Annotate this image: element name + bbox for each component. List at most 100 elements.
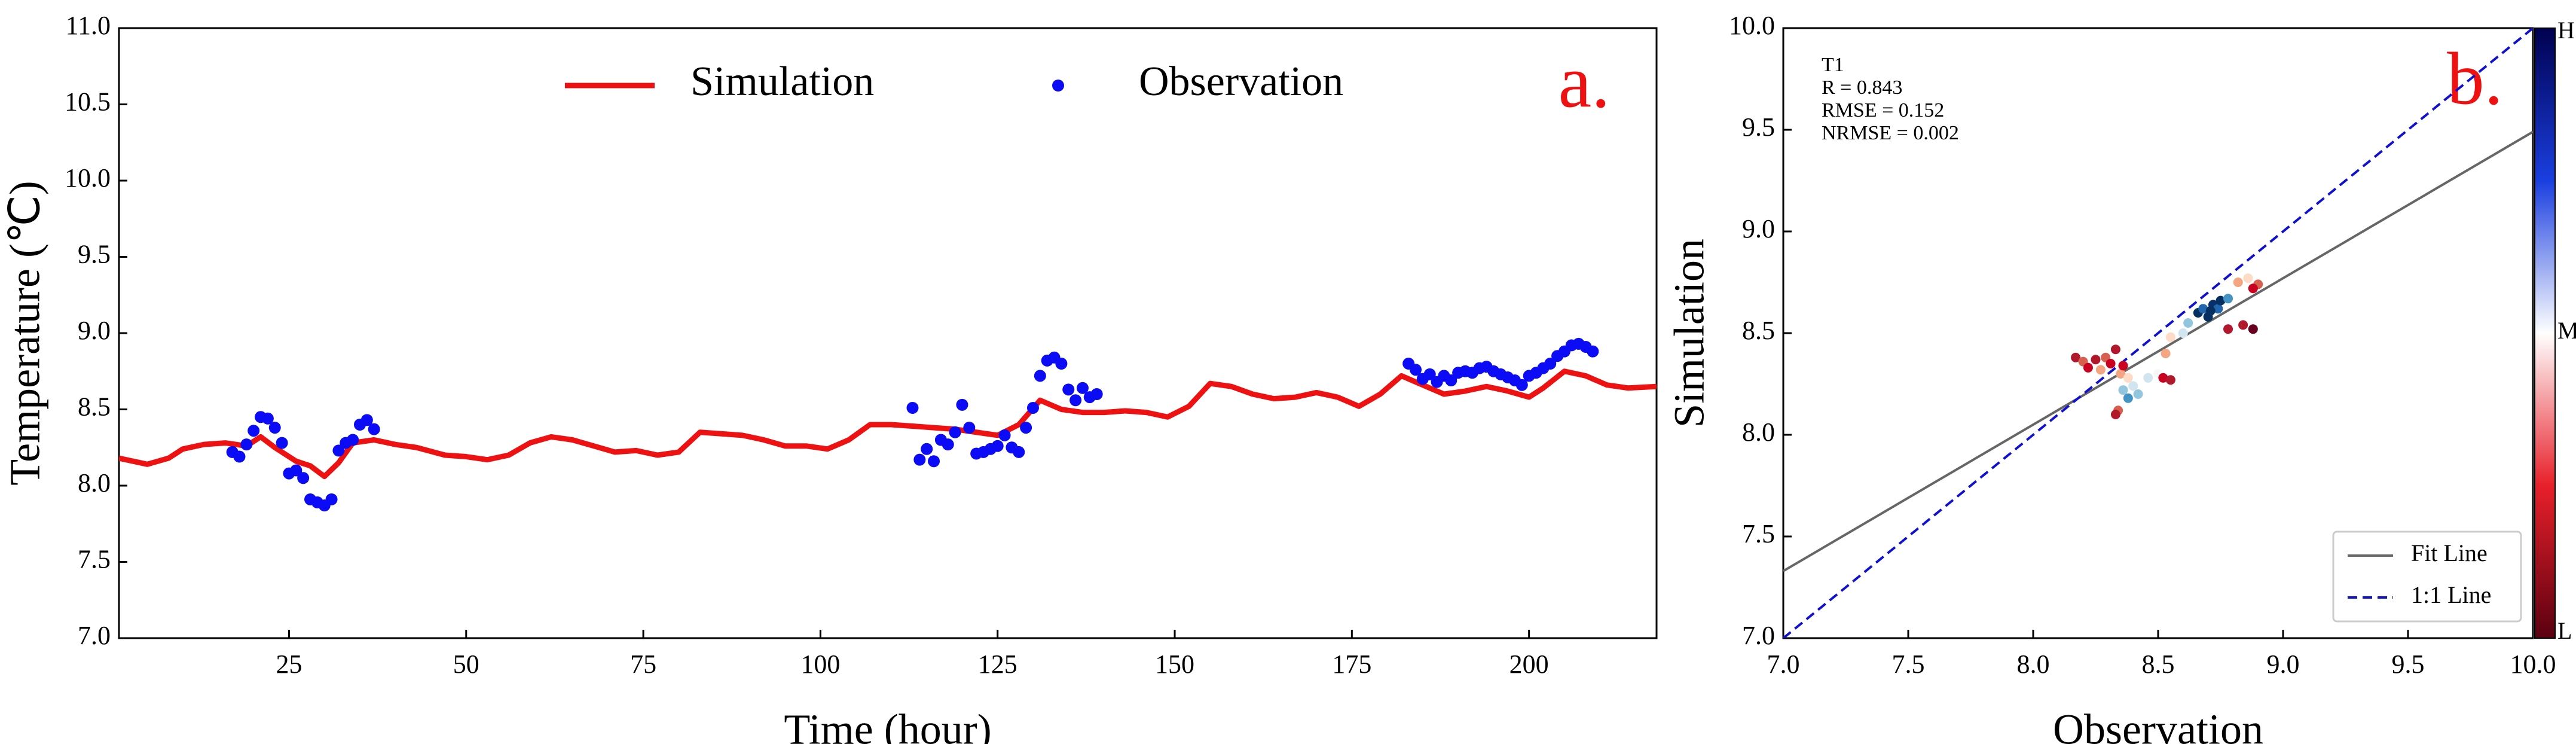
scatter-point <box>2116 369 2126 379</box>
y-tick-label: 8.5 <box>1742 316 1775 345</box>
x-tick-label: 175 <box>1332 650 1371 679</box>
plot-area <box>119 337 1657 512</box>
y-tick-label: 10.0 <box>1729 11 1775 40</box>
observation-point <box>928 455 940 468</box>
scatter-point <box>2178 328 2188 338</box>
scatter-point <box>2233 278 2243 287</box>
legend-label: Fit Line <box>2411 539 2488 566</box>
x-tick-label: 7.5 <box>1892 650 1925 679</box>
stat-annotation: RMSE = 0.152 <box>1822 99 1944 121</box>
scatter-point <box>2248 283 2258 294</box>
plot-area <box>1783 28 2533 638</box>
scatter-point <box>2158 373 2168 383</box>
observation-point <box>1013 446 1025 458</box>
y-tick-label: 8.0 <box>78 468 111 498</box>
scatter-point <box>2165 375 2175 385</box>
observation-point <box>368 423 380 435</box>
scatter-point <box>2198 304 2208 314</box>
plot-frame <box>118 27 1658 639</box>
colorbar-label: L <box>2557 617 2572 644</box>
scatter-point <box>2133 389 2143 399</box>
scatter-point <box>2243 273 2253 283</box>
x-tick-label: 9.0 <box>2267 650 2300 679</box>
x-tick-label: 125 <box>978 650 1017 679</box>
y-tick-label: 11.0 <box>66 11 111 40</box>
y-tick-label: 8.5 <box>78 392 111 422</box>
y-tick-label: 9.5 <box>1742 112 1775 142</box>
simulation-line <box>119 368 1657 480</box>
observation-point <box>963 422 976 434</box>
legend-label: 1:1 Line <box>2411 581 2491 608</box>
observation-point <box>998 429 1011 441</box>
observation-point <box>347 434 359 446</box>
observation-point <box>942 438 954 451</box>
scatter-point <box>2216 295 2226 306</box>
x-tick-label: 75 <box>630 650 656 679</box>
y-tick-label: 7.5 <box>78 545 111 574</box>
scatter-point <box>2110 344 2120 355</box>
scatter-point <box>2161 349 2171 358</box>
scatter-point <box>2183 318 2193 328</box>
observation-point <box>1090 388 1103 400</box>
x-axis-label: Time (hour) <box>784 706 991 744</box>
scatter-point <box>2083 362 2093 373</box>
observation-point <box>240 438 253 451</box>
observation-point <box>268 422 281 434</box>
legend-label: Observation <box>1139 59 1343 105</box>
observation-point <box>1062 383 1075 396</box>
observation-point <box>233 450 246 463</box>
y-tick-label: 7.0 <box>78 621 111 650</box>
panel-label: b. <box>2447 38 2503 121</box>
reference-line <box>1783 130 2533 572</box>
observation-point <box>991 440 1004 452</box>
y-tick-label: 7.5 <box>1742 519 1775 548</box>
stat-annotation: NRMSE = 0.002 <box>1822 122 1959 144</box>
y-tick-label: 9.5 <box>78 240 111 269</box>
stat-annotation: T1 <box>1822 54 1844 76</box>
observation-point <box>1076 382 1089 394</box>
scatter-point <box>2143 373 2153 383</box>
x-tick-label: 150 <box>1155 650 1194 679</box>
observation-point <box>297 472 310 484</box>
y-tick-label: 7.0 <box>1742 621 1775 650</box>
legend-swatch <box>1052 80 1064 92</box>
y-axis-label: Simulation <box>1666 239 1713 428</box>
observation-point <box>949 426 961 438</box>
x-tick-label: 50 <box>453 650 479 679</box>
y-tick-label: 10.0 <box>65 163 111 193</box>
scatter-point <box>2123 373 2133 383</box>
colorbar-label: M <box>2557 317 2576 344</box>
observation-point <box>1055 358 1068 370</box>
scatter-point <box>2123 393 2133 403</box>
x-tick-label: 8.5 <box>2142 650 2175 679</box>
scatter-point <box>2248 324 2258 334</box>
observation-point <box>325 493 338 505</box>
observation-point <box>1445 374 1457 387</box>
x-tick-label: 10.0 <box>2510 650 2556 679</box>
x-tick-label: 9.5 <box>2392 650 2425 679</box>
scatter-point <box>2110 410 2120 419</box>
colorbar-label: H <box>2557 17 2575 44</box>
observation-point <box>276 437 288 449</box>
colorbar <box>2534 28 2556 639</box>
observation-point <box>1034 370 1046 382</box>
y-tick-label: 10.5 <box>65 87 111 117</box>
observation-point <box>913 453 926 466</box>
scatter-point <box>2071 352 2081 362</box>
scatter-point <box>2213 304 2223 314</box>
y-tick-label: 8.0 <box>1742 417 1775 447</box>
x-tick-label: 100 <box>800 650 840 679</box>
reference-line <box>1783 28 2533 638</box>
observation-point <box>1423 368 1436 380</box>
y-tick-label: 9.0 <box>1742 214 1775 243</box>
observation-point <box>360 414 373 426</box>
observation-point <box>247 425 260 437</box>
observation-point <box>1069 394 1082 407</box>
scatter-point <box>2118 361 2128 371</box>
scatter-point <box>2223 294 2233 304</box>
observation-point <box>1410 364 1422 376</box>
x-tick-label: 8.0 <box>2017 650 2050 679</box>
y-axis-label: Temperature (℃) <box>1 181 49 486</box>
scatter-point <box>2223 324 2233 334</box>
